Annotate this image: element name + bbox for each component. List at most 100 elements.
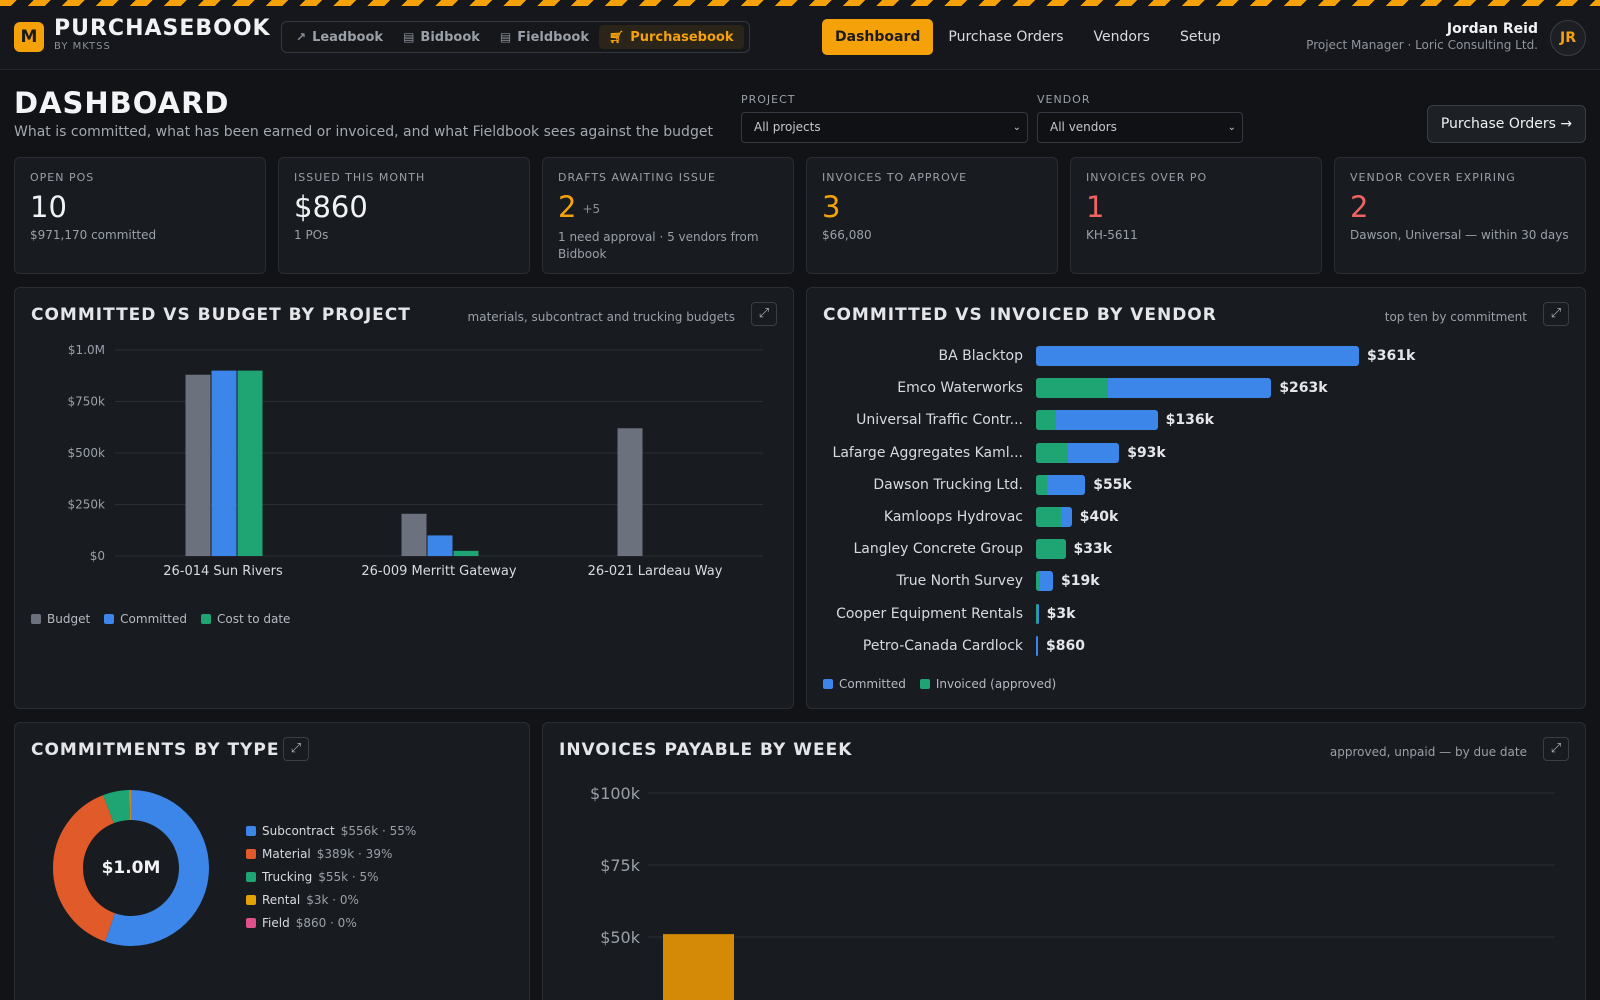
vendor-row[interactable]: Universal Traffic Contr... $136k: [807, 410, 1587, 431]
brand: PURCHASEBOOK BY MKTSS: [54, 17, 271, 53]
x-tick-label: 26-009 Merritt Gateway: [361, 564, 517, 579]
app-purchasebook[interactable]: 🛒︎ Purchasebook: [598, 25, 744, 49]
kpi-sub: $971,170 committed: [30, 228, 157, 242]
vendor-name: Universal Traffic Contr...: [856, 412, 1023, 429]
nav-setup[interactable]: Setup: [1179, 29, 1221, 45]
app-label: Bidbook: [420, 29, 480, 45]
legend-item: Committed: [823, 677, 906, 691]
legend-swatch: [246, 871, 256, 882]
project-select[interactable]: All projects ⌄: [741, 112, 1028, 143]
bar-committed: [1036, 603, 1039, 624]
legend-swatch: [31, 614, 41, 624]
vendor-row[interactable]: BA Blacktop $361k: [807, 346, 1587, 366]
kpi-value: 2: [558, 190, 577, 224]
legend-swatch: [919, 679, 930, 689]
nav-purchase-orders[interactable]: Purchase Orders: [948, 29, 1064, 45]
commitments-donut-chart: [53, 790, 209, 946]
app-bidbook[interactable]: ▤ Bidbook: [393, 25, 490, 49]
vendor-row[interactable]: Lafarge Aggregates Kaml... $93k: [807, 442, 1587, 463]
trend-icon: ↗: [296, 30, 307, 44]
panel-title: COMMITMENTS BY TYPE: [31, 740, 280, 760]
bar-value-label: $40k: [1079, 509, 1119, 525]
bar-invoiced: [1036, 442, 1069, 463]
kpi-sub: 1 need approval · 5 vendors from Bidbook: [558, 230, 759, 261]
kpi-issued-this-month[interactable]: ISSUED THIS MONTH $860 1 POs: [278, 157, 530, 274]
legend-value: $860 · 0%: [295, 915, 357, 930]
app-switcher: ↗ Leadbook ▤ Bidbook ▤ Fieldbook 🛒︎ Purc…: [281, 21, 750, 53]
legend-swatch: [201, 614, 212, 624]
expand-icon[interactable]: ⤢: [751, 302, 777, 326]
bar-committed: [1036, 571, 1053, 592]
avatar[interactable]: JR: [1550, 20, 1586, 56]
panel-note: top ten by commitment: [1384, 310, 1527, 324]
bar-value-label: $55k: [1093, 476, 1132, 493]
vendor-row[interactable]: Dawson Trucking Ltd. $55k: [807, 474, 1587, 495]
vendor-name: Dawson Trucking Ltd.: [873, 476, 1023, 493]
vendor-row[interactable]: Langley Concrete Group $33k: [807, 539, 1587, 560]
bar-invoiced: [1036, 378, 1109, 399]
bar-budget: [617, 428, 643, 556]
purchase-orders-button[interactable]: Purchase Orders →: [1427, 105, 1586, 143]
y-tick-label: $0: [90, 549, 105, 563]
bar-committed: [1036, 507, 1072, 527]
bar-cost-to-date: [453, 550, 479, 556]
vendor-select[interactable]: All vendors ⌄: [1037, 112, 1243, 143]
vendor-row[interactable]: Kamloops Hydrovac $40k: [807, 507, 1587, 527]
legend-label: Budget: [47, 612, 91, 626]
vendor-name: Lafarge Aggregates Kaml...: [832, 444, 1023, 461]
kpi-invoices-to-approve[interactable]: INVOICES TO APPROVE 3 $66,080: [806, 157, 1058, 274]
project-select-value: All projects: [754, 120, 821, 134]
kpi-open-pos[interactable]: OPEN POS 10 $971,170 committed: [14, 157, 266, 274]
top-bar: M PURCHASEBOOK BY MKTSS ↗ Leadbook ▤ Bid…: [0, 6, 1600, 70]
vendor-row[interactable]: Emco Waterworks $263k: [807, 378, 1587, 399]
vendor-row[interactable]: True North Survey $19k: [807, 571, 1587, 592]
y-tick-label: $250k: [68, 498, 106, 512]
kpi-value: 1: [1086, 190, 1105, 224]
bar-value-label: $93k: [1127, 444, 1166, 461]
expand-icon[interactable]: ⤢: [283, 737, 309, 761]
vendor-row[interactable]: Petro-Canada Cardlock $860: [807, 635, 1587, 656]
vendor-row[interactable]: Cooper Equipment Rentals $3k: [807, 603, 1587, 624]
kpi-drafts-awaiting-issue[interactable]: DRAFTS AWAITING ISSUE 2 +5 1 need approva…: [542, 157, 794, 274]
kpi-sub: $66,080: [822, 228, 872, 242]
legend-swatch: [823, 679, 833, 689]
legend-item: Invoiced (approved): [919, 677, 1057, 691]
expand-icon[interactable]: ⤢: [1543, 302, 1569, 326]
panel-title: INVOICES PAYABLE BY WEEK: [559, 740, 853, 760]
expand-icon[interactable]: ⤢: [1543, 737, 1569, 761]
nav-dashboard[interactable]: Dashboard: [822, 19, 934, 55]
app-fieldbook[interactable]: ▤ Fieldbook: [490, 25, 599, 49]
vendor-name: Langley Concrete Group: [853, 541, 1023, 558]
document-icon: ▤: [403, 30, 415, 44]
panel-note: approved, unpaid — by due date: [1329, 745, 1527, 759]
vendor-name: BA Blacktop: [938, 348, 1023, 364]
kpi-invoices-over-po[interactable]: INVOICES OVER PO 1 KH-5611: [1070, 157, 1322, 274]
donut-center-total: $1.0M: [101, 858, 161, 878]
user-name: Jordan Reid: [1446, 21, 1538, 37]
legend-swatch: [246, 825, 256, 836]
kpi-label: INVOICES TO APPROVE: [822, 171, 968, 184]
legend-label: Trucking: [262, 869, 313, 884]
legend-item: Subcontract $556k · 55%: [246, 819, 416, 842]
user-role: Project Manager · Loric Consulting Ltd.: [1306, 38, 1538, 52]
legend-label: Material: [262, 846, 311, 861]
bar-committed: [1036, 442, 1120, 463]
kpi-value: 3: [822, 190, 841, 224]
nav-vendors[interactable]: Vendors: [1093, 29, 1150, 45]
kpi-vendor-cover-expiring[interactable]: VENDOR COVER EXPIRING 2 Dawson, Universa…: [1334, 157, 1586, 274]
legend-item: Field $860 · 0%: [246, 911, 416, 934]
app-label: Purchasebook: [630, 29, 734, 45]
bar-value-label: $33k: [1073, 541, 1113, 558]
legend-value: $389k · 39%: [316, 846, 393, 861]
legend-label: Field: [262, 915, 290, 930]
app-leadbook[interactable]: ↗ Leadbook: [286, 25, 393, 49]
vendor-name: Cooper Equipment Rentals: [836, 605, 1023, 622]
kpi-value: 2: [1350, 190, 1369, 224]
bar-value-label: $19k: [1061, 573, 1100, 590]
legend-value: $55k · 5%: [318, 869, 379, 884]
bar-committed: [1036, 346, 1359, 366]
legend-label: Invoiced (approved): [935, 677, 1057, 691]
vendor-invoiced-chart: BA Blacktop $361k Emco Waterworks $263k Univ…: [807, 288, 1587, 668]
document-icon: ▤: [499, 30, 512, 44]
bar-committed: [1036, 378, 1272, 399]
